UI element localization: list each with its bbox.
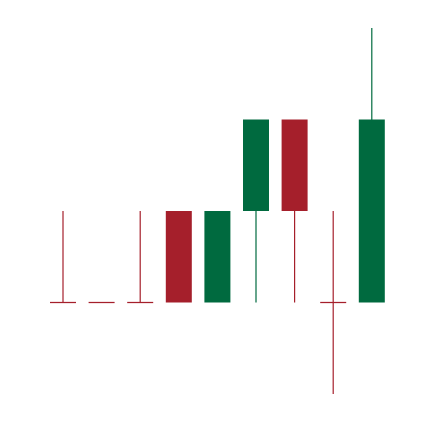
candle-body-down — [281, 119, 308, 211]
candle-body-up — [204, 211, 231, 303]
candle-3 — [127, 211, 154, 304]
candle-9 — [358, 28, 385, 303]
candle-body-up — [358, 119, 385, 303]
candle-6 — [243, 119, 269, 303]
candle-body-up — [243, 119, 269, 211]
candle-body-down — [165, 211, 192, 303]
candle-1 — [50, 211, 76, 304]
candle-8 — [320, 211, 347, 394]
candle-4 — [165, 211, 192, 303]
candle-5 — [204, 211, 231, 303]
candle-7 — [281, 119, 308, 303]
